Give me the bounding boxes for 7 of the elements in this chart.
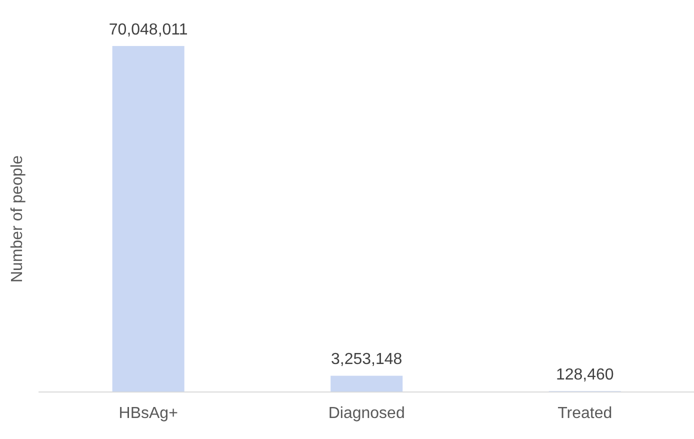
data-label: 3,253,148 [331,351,402,368]
x-tick-label: Diagnosed [328,404,405,422]
x-tick-label: HBsAg+ [118,404,178,422]
y-axis-title: Number of people [9,155,26,282]
data-label: 128,460 [556,366,614,384]
data-label: 70,048,011 [108,21,188,38]
x-tick-label: Treated [558,404,612,422]
